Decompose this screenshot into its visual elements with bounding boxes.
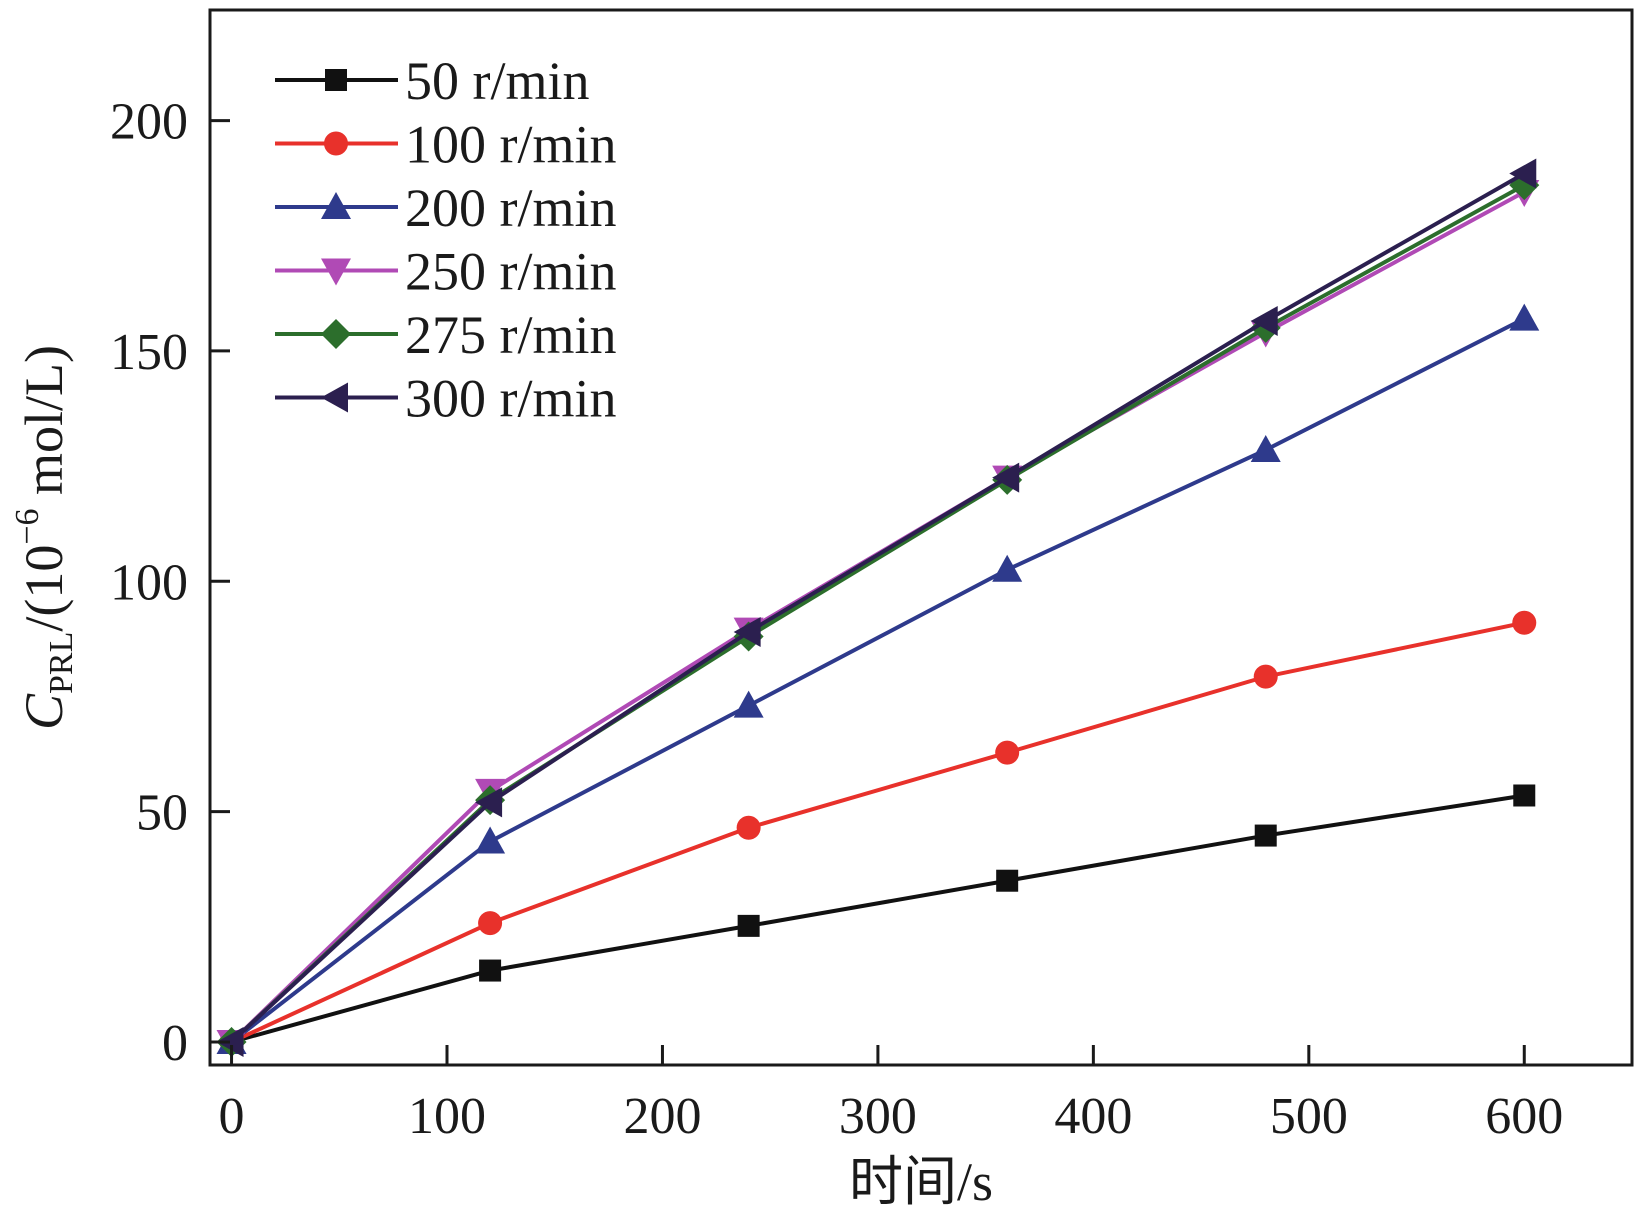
data-point — [1253, 664, 1278, 689]
x-tick-label: 600 — [1485, 1088, 1563, 1145]
data-point — [479, 959, 502, 982]
data-point — [475, 787, 503, 818]
legend-label: 300 r/min — [405, 369, 617, 429]
y-axis-symbol: C — [14, 693, 74, 730]
legend-item: 250 r/min — [275, 242, 617, 302]
legend-marker — [325, 69, 347, 91]
series-300-r-min — [216, 158, 1537, 1057]
x-tick-label: 400 — [1054, 1088, 1132, 1145]
data-point — [995, 740, 1020, 765]
legend-item: 275 r/min — [275, 305, 617, 365]
y-axis-unit-open: /(10 — [14, 545, 74, 632]
series-100-r-min — [219, 610, 1537, 1054]
series-275-r-min — [216, 170, 1540, 1057]
data-point — [216, 1026, 244, 1057]
legend-label: 100 r/min — [405, 115, 617, 175]
data-point — [475, 826, 506, 854]
y-axis-unit: mol/L) — [14, 345, 74, 508]
x-tick-label: 200 — [623, 1088, 701, 1145]
legend-item: 300 r/min — [275, 369, 617, 429]
x-tick-label: 0 — [219, 1088, 245, 1145]
data-point — [996, 869, 1019, 892]
plot-area — [208, 8, 1634, 1067]
legend-item: 200 r/min — [275, 178, 617, 238]
data-point — [1250, 305, 1278, 336]
data-point — [736, 815, 761, 840]
y-tick-label: 0 — [162, 1015, 188, 1072]
legend-item: 50 r/min — [275, 51, 590, 111]
y-axis-exponent: −6 — [9, 508, 46, 544]
y-axis-title: CPRL/(10−6 mol/L) — [9, 345, 80, 730]
legend-label: 275 r/min — [405, 305, 617, 365]
series-line — [230, 171, 1526, 1044]
x-tick-label: 500 — [1270, 1088, 1348, 1145]
data-point — [1509, 303, 1540, 331]
data-point — [1509, 158, 1537, 189]
series-line — [230, 620, 1525, 1044]
legend-marker — [321, 382, 348, 413]
legend-label: 200 r/min — [405, 178, 617, 238]
y-tick-label: 50 — [136, 785, 188, 842]
legend-marker — [321, 192, 351, 219]
series-layer — [216, 158, 1540, 1057]
series-50-r-min — [220, 784, 1536, 1053]
data-point — [1513, 784, 1536, 807]
data-point — [1512, 610, 1537, 635]
y-axis: 0 50 100 150 200 — [110, 94, 230, 1072]
plot-border — [208, 8, 1634, 1067]
legend-item: 100 r/min — [275, 115, 617, 175]
legend-label: 50 r/min — [405, 51, 590, 111]
data-point — [737, 914, 760, 937]
x-tick-label: 300 — [839, 1088, 917, 1145]
legend-marker — [321, 319, 351, 349]
series-line — [231, 793, 1525, 1044]
data-point — [992, 462, 1020, 493]
y-axis-subscript: PRL — [43, 632, 80, 694]
legend-label: 250 r/min — [405, 242, 617, 302]
data-point — [478, 911, 503, 936]
legend-marker — [321, 258, 351, 286]
data-point — [1254, 824, 1277, 847]
data-point — [733, 690, 764, 718]
series-line — [230, 316, 1526, 1044]
data-point — [733, 616, 761, 647]
x-tick-label: 100 — [408, 1088, 486, 1145]
x-axis: 0 100 200 300 400 500 600 — [219, 1045, 1563, 1145]
y-tick-label: 200 — [110, 94, 188, 151]
legend-marker — [324, 131, 348, 156]
data-point — [992, 554, 1023, 582]
data-point — [1250, 434, 1281, 462]
x-axis-title: 时间/s — [849, 1152, 993, 1212]
y-tick-label: 150 — [110, 324, 188, 381]
y-tick-label: 100 — [110, 554, 188, 611]
